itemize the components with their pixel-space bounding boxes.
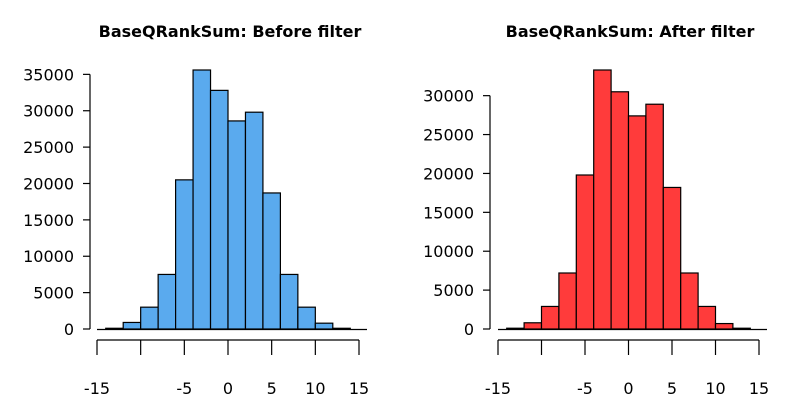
histogram-bar-before xyxy=(122,321,142,330)
histogram-bar-after xyxy=(593,69,612,330)
y-tick-label: 0 xyxy=(64,320,74,339)
histogram-bar-before xyxy=(105,327,124,330)
x-tick-label: 0 xyxy=(623,379,633,398)
chart-title-before: BaseQRankSum: Before filter xyxy=(99,22,362,41)
histogram-bar-after xyxy=(540,305,560,330)
y-tick-label: 30000 xyxy=(23,102,74,121)
histogram-bar-after xyxy=(506,327,525,330)
histogram-bar-after xyxy=(732,327,751,330)
x-tick-label: 15 xyxy=(349,379,369,398)
y-tick-label: 20000 xyxy=(23,174,74,193)
histogram-bar-before xyxy=(279,273,299,330)
y-tick-label: 25000 xyxy=(23,138,74,157)
chart-title-after: BaseQRankSum: After filter xyxy=(506,22,755,41)
y-tick-label: 0 xyxy=(464,320,474,339)
histogram-bar-after xyxy=(575,174,595,330)
histogram-bar-after xyxy=(610,91,630,330)
x-tick-label: 10 xyxy=(305,379,325,398)
panel-after-filter: BaseQRankSum: After filter 0500010000150… xyxy=(423,22,769,398)
histogram-bar-after xyxy=(627,115,647,330)
x-tick-label: 10 xyxy=(705,379,725,398)
histogram-bar-before xyxy=(244,111,264,330)
y-tick-label: 5000 xyxy=(433,281,474,300)
histogram-bar-after xyxy=(714,322,734,330)
histogram-bar-before xyxy=(262,192,281,330)
y-tick-label: 10000 xyxy=(23,247,74,266)
x-tick-label: -15 xyxy=(485,379,511,398)
histogram-bar-before xyxy=(175,179,194,330)
y-tick-label: 20000 xyxy=(423,164,474,183)
x-tick-label: -15 xyxy=(84,379,110,398)
x-tick-label: 5 xyxy=(667,379,677,398)
x-tick-label: -5 xyxy=(577,379,593,398)
histogram-bar-before xyxy=(192,69,212,330)
histogram-bar-after xyxy=(523,322,543,330)
histogram-bar-after xyxy=(697,305,717,330)
y-tick-label: 35000 xyxy=(23,65,74,84)
y-tick-label: 5000 xyxy=(33,284,74,303)
x-tick-label: -5 xyxy=(176,379,192,398)
y-tick-label: 30000 xyxy=(423,87,474,106)
y-tick-label: 10000 xyxy=(423,242,474,261)
x-tick-label: 0 xyxy=(223,379,233,398)
panel-before-filter: BaseQRankSum: Before filter 0 5000 10000 15… xyxy=(23,22,369,398)
histogram-bar-before xyxy=(332,327,351,330)
y-tick-label: 25000 xyxy=(423,126,474,145)
histogram-bar-after xyxy=(662,186,682,330)
histogram-bar-before xyxy=(209,89,229,330)
y-tick-label: 15000 xyxy=(423,203,474,222)
histogram-bar-after xyxy=(645,103,664,330)
histogram-bar-before xyxy=(140,306,159,330)
histogram-bar-after xyxy=(558,272,577,330)
histogram-bar-after xyxy=(680,272,699,330)
histogram-bar-before xyxy=(297,306,316,330)
histogram-bar-before xyxy=(227,120,247,330)
y-tick-label: 15000 xyxy=(23,211,74,230)
histogram-bar-before xyxy=(157,273,177,330)
x-tick-label: 5 xyxy=(267,379,277,398)
histogram-bar-before xyxy=(314,322,334,330)
x-tick-label: 15 xyxy=(749,379,769,398)
